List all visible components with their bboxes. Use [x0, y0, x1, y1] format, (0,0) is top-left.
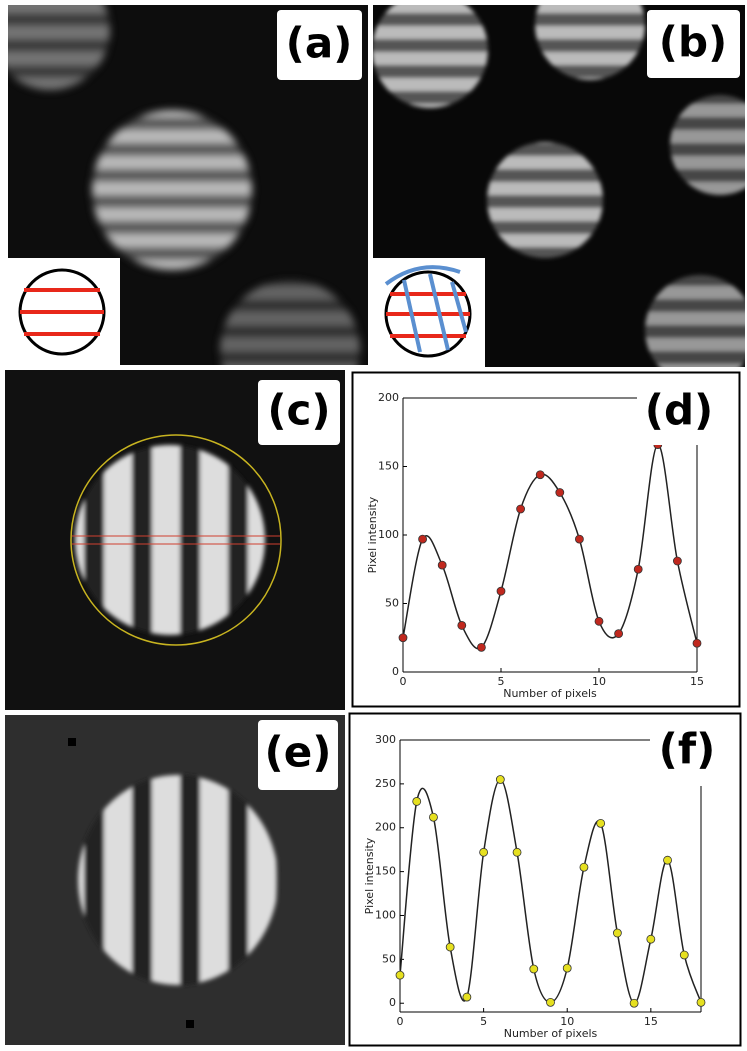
data-point — [646, 934, 656, 944]
x-tick-label: 0 — [400, 675, 407, 688]
data-point — [673, 556, 682, 566]
panel-label: (c) — [267, 386, 330, 435]
label-box — [258, 380, 340, 445]
data-point — [612, 928, 622, 938]
data-point — [614, 629, 623, 639]
data-point — [555, 488, 565, 497]
y-tick-label: 0 — [389, 996, 396, 1009]
data-point — [462, 992, 472, 1002]
data-point — [495, 775, 505, 784]
data-point — [445, 942, 455, 952]
data-point — [535, 470, 545, 480]
panel-label: (a) — [286, 19, 353, 68]
data-point — [512, 847, 522, 857]
data-point — [579, 862, 589, 872]
data-point — [398, 633, 408, 643]
data-point — [692, 638, 702, 648]
data-point — [679, 950, 689, 960]
x-tick-label: 10 — [560, 1015, 574, 1028]
y-tick-label: 50 — [385, 597, 399, 610]
panel-label: (b) — [659, 18, 727, 67]
y-tick-label: 150 — [375, 865, 396, 878]
panel-label: (d) — [645, 386, 713, 435]
y-tick-label: 100 — [378, 528, 399, 541]
x-tick-label: 15 — [644, 1015, 658, 1028]
y-tick-label: 0 — [392, 665, 399, 678]
data-point — [418, 534, 428, 544]
image-b — [373, 5, 745, 367]
label-box — [647, 10, 740, 78]
panel-label: (e) — [265, 728, 332, 777]
data-point — [629, 998, 639, 1008]
y-tick-label: 250 — [375, 777, 396, 790]
data-point — [412, 797, 422, 806]
data-point — [696, 997, 706, 1007]
data-point — [476, 642, 486, 652]
label-box — [637, 380, 722, 445]
y-tick-label: 100 — [375, 908, 396, 921]
data-point — [575, 534, 584, 544]
data-point — [562, 963, 572, 973]
x-axis-label: Number of pixels — [503, 687, 597, 700]
y-axis-label: Pixel intensity — [363, 837, 376, 914]
data-point — [516, 504, 525, 514]
data-point — [479, 847, 489, 857]
x-tick-label: 10 — [592, 675, 606, 688]
x-tick-label: 15 — [690, 675, 704, 688]
y-tick-label: 200 — [378, 391, 399, 404]
curve — [399, 778, 702, 1004]
data-point — [596, 818, 606, 828]
data-point — [395, 970, 405, 980]
data-point — [633, 564, 643, 574]
x-axis-label: Number of pixels — [504, 1027, 598, 1040]
y-tick-label: 200 — [375, 821, 396, 834]
label-box — [277, 10, 362, 80]
data-point — [546, 997, 555, 1007]
y-tick-label: 50 — [382, 952, 396, 965]
panel-label: (f) — [659, 725, 716, 774]
x-tick-label: 5 — [498, 675, 505, 688]
data-point — [663, 855, 672, 865]
x-tick-label: 5 — [480, 1015, 487, 1028]
x-tick-label: 0 — [397, 1015, 404, 1028]
data-point — [529, 964, 539, 974]
y-tick-label: 150 — [378, 460, 399, 473]
y-tick-label: 300 — [375, 733, 396, 746]
data-point — [496, 586, 506, 596]
label-box — [258, 720, 338, 790]
y-axis-label: Pixel intensity — [366, 496, 379, 573]
data-point — [429, 812, 438, 822]
data-point — [457, 621, 467, 630]
data-point — [594, 616, 604, 626]
label-box — [650, 718, 725, 786]
data-point — [437, 560, 447, 570]
